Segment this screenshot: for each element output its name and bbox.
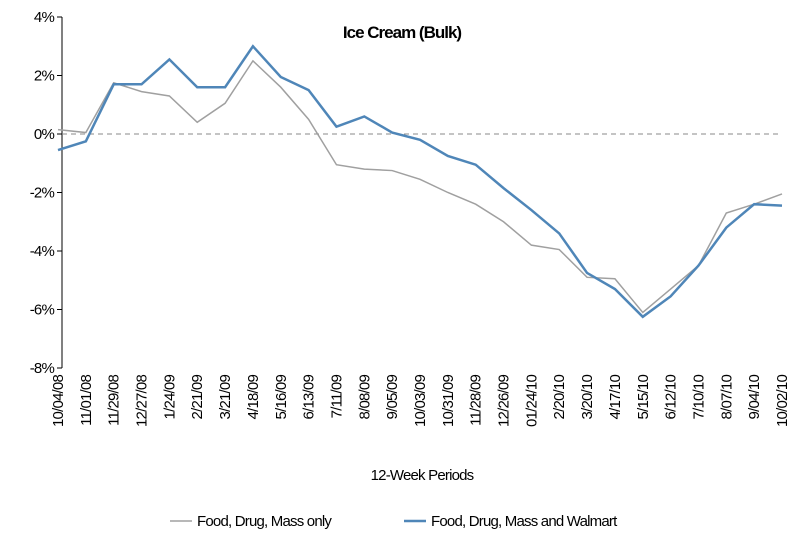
x-tick-label: 11/29/08 [106, 375, 123, 426]
chart-title: Ice Cream (Bulk) [343, 23, 461, 42]
x-tick-label: 12/27/08 [134, 375, 151, 427]
x-tick-label: 10/03/09 [412, 375, 429, 427]
y-tick-label: 4% [34, 9, 55, 26]
y-tick-label: 2% [34, 68, 55, 85]
series-line [57, 59, 783, 314]
x-tick-label: 2/21/09 [189, 375, 206, 420]
legend-label: Food, Drug, Mass and Walmart [431, 513, 618, 530]
x-tick-label: 7/11/09 [328, 375, 345, 419]
x-tick-label: 3/20/10 [579, 375, 596, 420]
x-tick-label: 2/20/10 [551, 375, 568, 420]
x-tick-label: 3/21/09 [217, 375, 234, 420]
x-tick-label: 10/31/09 [440, 375, 457, 427]
x-tick-label: 01/24/10 [523, 375, 540, 427]
x-tick-label: 4/18/09 [245, 375, 262, 420]
x-tick-label: 1/24/09 [161, 375, 178, 420]
y-tick-label: -8% [30, 360, 55, 377]
x-tick-label: 11/28/09 [468, 375, 485, 426]
x-tick-label: 8/07/10 [718, 375, 735, 420]
y-tick-label: -6% [30, 302, 55, 319]
x-tick-label: 5/15/10 [635, 375, 652, 420]
y-tick-label: -4% [30, 243, 55, 260]
series-line [57, 44, 783, 319]
x-tick-label: 10/02/10 [774, 375, 791, 427]
x-tick-label: 4/17/10 [607, 375, 624, 420]
x-tick-label: 10/04/08 [50, 375, 67, 427]
x-tick-label: 8/08/09 [356, 375, 373, 420]
x-tick-label: 6/12/10 [663, 375, 680, 420]
x-tick-label: 7/10/10 [690, 375, 707, 420]
x-tick-label: 9/04/10 [746, 375, 763, 420]
x-tick-label: 9/05/09 [384, 375, 401, 420]
y-tick-label: 0% [34, 126, 55, 143]
x-tick-label: 6/13/09 [301, 375, 318, 420]
x-tick-label: 12/26/09 [496, 375, 513, 427]
y-tick-label: -2% [30, 185, 55, 202]
x-tick-label: 5/16/09 [273, 375, 290, 420]
x-tick-label: 11/01/08 [78, 375, 95, 426]
legend-label: Food, Drug, Mass only [197, 513, 332, 530]
x-axis-label: 12-Week Periods [371, 467, 474, 484]
